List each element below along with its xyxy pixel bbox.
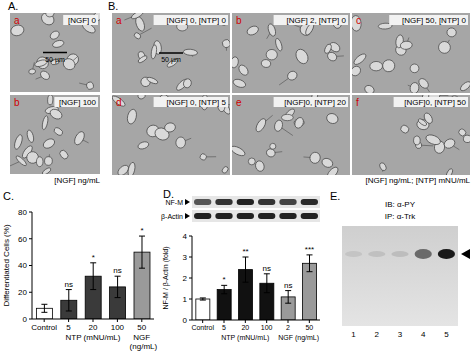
svg-text:**: ** [242, 247, 248, 256]
svg-text:*: * [140, 226, 143, 235]
svg-text:1: 1 [351, 330, 356, 339]
svg-text:[NGF]0, [NTP] 50: [NGF]0, [NTP] 50 [404, 98, 466, 107]
html-text:A.: A. [8, 0, 19, 12]
svg-text:[NGF]0, [NTP] 20: [NGF]0, [NTP] 20 [284, 98, 346, 107]
svg-text:ns: ns [65, 280, 73, 289]
svg-text:ns: ns [263, 264, 271, 273]
svg-text:60: 60 [18, 235, 27, 244]
svg-text:20: 20 [89, 323, 98, 332]
html-text:NGF (ng/mL): NGF (ng/mL) [278, 334, 320, 341]
svg-text:Control: Control [191, 324, 214, 331]
svg-text:β-Actin: β-Actin [161, 213, 183, 221]
html-text:IP: α-Trk: IP: α-Trk [384, 212, 416, 221]
svg-text:b: b [14, 97, 20, 108]
svg-text:[NGF] 0, [NTP] 5: [NGF] 0, [NTP] 5 [166, 98, 226, 107]
html-text:B.: B. [108, 0, 119, 12]
svg-text:c: c [356, 15, 361, 26]
svg-text:1: 1 [183, 295, 188, 304]
html-text:[NGF] ng/mL; [NTP] mNU/mL: [NGF] ng/mL; [NTP] mNU/mL [365, 176, 470, 185]
svg-text:40: 40 [18, 261, 27, 270]
html-text:D.: D. [163, 188, 174, 200]
svg-text:a: a [14, 15, 20, 26]
svg-text:0: 0 [183, 316, 188, 325]
html-text:[NGF] ng/mL: [NGF] ng/mL [54, 176, 100, 185]
svg-text:50: 50 [305, 324, 313, 331]
svg-text:NF-M / β-Actin (fold): NF-M / β-Actin (fold) [162, 246, 170, 309]
svg-text:50 µm: 50 µm [45, 56, 65, 64]
svg-text:5: 5 [222, 324, 226, 331]
svg-text:4: 4 [183, 232, 188, 241]
html-text:IB: α-PY: IB: α-PY [385, 200, 415, 209]
svg-text:b: b [236, 15, 242, 26]
svg-text:d: d [116, 97, 122, 108]
html-text:C.: C. [3, 190, 14, 202]
svg-text:50 µm: 50 µm [161, 56, 181, 64]
svg-text:0: 0 [23, 315, 28, 324]
svg-text:[NGF] 0: [NGF] 0 [68, 16, 97, 25]
svg-text:***: *** [305, 245, 314, 254]
svg-text:100: 100 [261, 324, 273, 331]
svg-text:20: 20 [18, 288, 27, 297]
svg-text:[NGF] 0, [NTP] 0: [NGF] 0, [NTP] 0 [166, 16, 226, 25]
svg-text:a: a [116, 15, 122, 26]
svg-text:[NGF] 2, [NTP] 0: [NGF] 2, [NTP] 0 [286, 16, 346, 25]
svg-text:4: 4 [421, 330, 426, 339]
html-text:NGF (ng/mL): NGF (ng/mL) [129, 333, 158, 351]
svg-text:ns: ns [284, 281, 292, 290]
svg-text:80: 80 [18, 208, 27, 217]
svg-text:ns: ns [113, 266, 121, 275]
svg-text:2: 2 [183, 274, 188, 283]
svg-text:100: 100 [111, 323, 125, 332]
svg-text:Control: Control [31, 323, 57, 332]
svg-text:*: * [223, 275, 226, 284]
svg-text:*: * [92, 253, 95, 262]
svg-text:3: 3 [183, 253, 188, 262]
svg-text:2: 2 [375, 330, 380, 339]
svg-text:20: 20 [241, 324, 249, 331]
html-text:NTP (mNU/mL): NTP (mNU/mL) [65, 333, 121, 342]
svg-text:5: 5 [444, 330, 449, 339]
svg-text:e: e [236, 97, 242, 108]
svg-text:Differentiated Cells (%): Differentiated Cells (%) [2, 224, 11, 306]
svg-text:[NGF] 100: [NGF] 100 [59, 98, 96, 107]
svg-text:2: 2 [286, 324, 290, 331]
html-text:E.: E. [330, 190, 341, 202]
svg-text:f: f [356, 97, 359, 108]
svg-text:NF-M: NF-M [166, 199, 184, 206]
html-text:NTP (mNU/mL): NTP (mNU/mL) [221, 334, 270, 341]
svg-text:50: 50 [137, 323, 146, 332]
svg-text:3: 3 [398, 330, 403, 339]
svg-text:[NGF] 50, [NTP] 0: [NGF] 50, [NTP] 0 [402, 16, 467, 25]
svg-text:5: 5 [66, 323, 71, 332]
